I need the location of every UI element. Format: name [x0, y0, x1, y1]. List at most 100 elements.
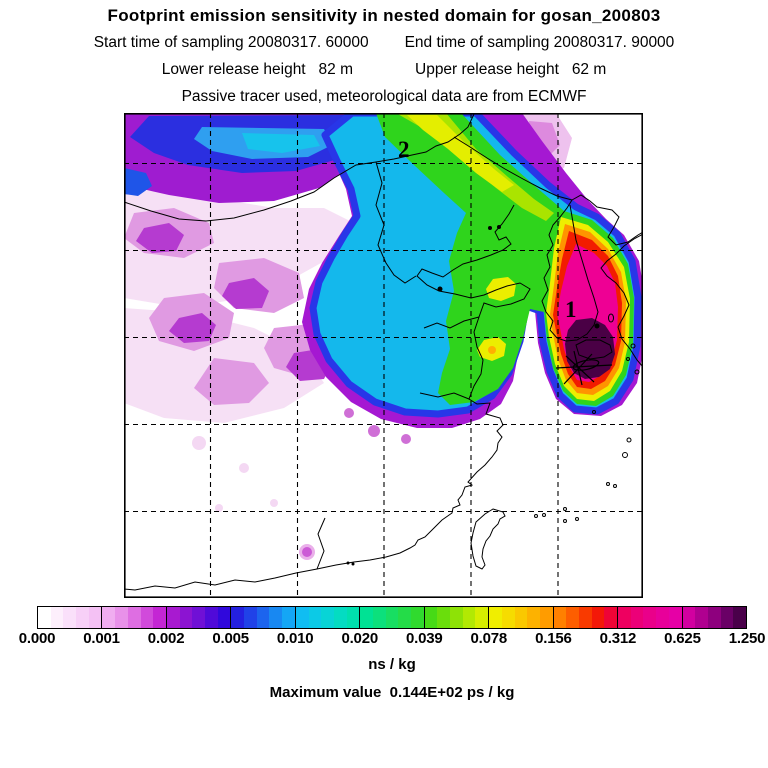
tsushima-island — [608, 313, 614, 323]
map-frame — [124, 113, 644, 598]
coast-taiwan — [470, 508, 506, 570]
footprint-map: 2 1 — [123, 109, 645, 598]
small-island — [542, 513, 546, 517]
colorbar-tick: 0.156 — [535, 630, 572, 647]
blob-yellow-core-1 — [486, 277, 516, 301]
colorbar-cell — [38, 607, 51, 628]
city-dot — [346, 561, 350, 565]
colorbar-cell — [204, 607, 218, 628]
colorbar-cell — [733, 607, 746, 628]
colorbar-cell — [437, 607, 451, 628]
area-label-2: 2 — [398, 137, 410, 162]
colorbar-segment — [488, 607, 553, 628]
colorbar-cell — [217, 607, 231, 628]
graticule-layer — [124, 113, 643, 598]
small-island — [613, 484, 617, 488]
colorbar — [37, 606, 747, 629]
lower-release-text: Lower release height 82 m — [161, 61, 353, 78]
colorbar-cell — [720, 607, 734, 628]
border-shandong-inland — [423, 316, 480, 329]
coast-russia-branch — [453, 136, 573, 201]
colorbar-tick: 0.001 — [83, 630, 120, 647]
noise-field-layer — [124, 113, 572, 560]
colorbar-cell — [630, 607, 644, 628]
colorbar-tick: 0.020 — [341, 630, 378, 647]
colorbar-tick: 0.078 — [470, 630, 508, 647]
sampling-times-line: Start time of sampling 20080317. 60000 E… — [0, 34, 768, 52]
colorbar-tick: 0.000 — [18, 630, 56, 647]
colorbar-cell — [553, 607, 567, 628]
small-island — [575, 517, 579, 521]
coast-korea — [541, 199, 599, 342]
colorbar-cell — [566, 607, 579, 628]
coast-jeju-island — [575, 339, 613, 360]
small-island — [622, 452, 628, 458]
colorbar-segment — [681, 607, 746, 628]
colorbar-cell — [372, 607, 386, 628]
colorbar-cell — [88, 607, 102, 628]
area-label-1: 1 — [565, 297, 577, 322]
colorbar-cell — [385, 607, 399, 628]
small-island — [563, 519, 567, 523]
colorbar-cell — [462, 607, 476, 628]
colorbar-tick: 0.312 — [599, 630, 637, 647]
colorbar-cell — [127, 607, 141, 628]
colorbar-cell — [411, 607, 424, 628]
city-dot — [351, 562, 355, 566]
small-island — [626, 357, 630, 361]
colorbar-cell — [308, 607, 322, 628]
sampling-start-text: Start time of sampling 20080317. 60000 — [93, 34, 369, 51]
colorbar-cell — [643, 607, 657, 628]
colorbar-cell — [231, 607, 245, 628]
small-island — [534, 514, 538, 518]
maximum-value-label: Maximum value 0.144E+02 ps / kg — [269, 684, 515, 701]
colorbar-cell — [604, 607, 618, 628]
upper-release-text: Upper release height 62 m — [415, 61, 607, 78]
colorbar-cell — [50, 607, 64, 628]
city-dot — [497, 225, 501, 229]
colorbar-segment — [294, 607, 360, 628]
city-dot — [594, 323, 600, 329]
city-dot — [488, 226, 492, 230]
colorbar-tick-labels: 0.000 0.001 0.002 0.005 0.010 0.020 0.039 0.078… — [19, 630, 766, 647]
city-dot — [437, 286, 443, 292]
colorbar-cell — [591, 607, 605, 628]
source-star-icon — [555, 350, 613, 386]
colorbar-cell — [656, 607, 669, 628]
small-island — [626, 437, 632, 443]
coast-bohai-yellow-sea — [123, 204, 531, 591]
colorbar-cell — [450, 607, 463, 628]
colorbar-cell — [269, 607, 283, 628]
colorbar-cell — [579, 607, 592, 628]
colorbar-cell — [321, 607, 334, 628]
colorbar-cell — [424, 607, 438, 628]
city-dots-layer — [346, 225, 600, 566]
colorbar-cell — [244, 607, 257, 628]
colorbar-cell — [333, 607, 347, 628]
colorbar-cell — [668, 607, 682, 628]
colorbar-cell — [475, 607, 489, 628]
colorbar-unit-label: ns / kg — [368, 656, 416, 673]
colorbar-cell — [153, 607, 166, 628]
colorbar-segment — [423, 607, 489, 628]
colorbar-segment — [38, 607, 102, 628]
colorbar-cell — [527, 607, 540, 628]
colorbar-tick: 1.250 — [728, 630, 766, 647]
colorbar-cell — [618, 607, 631, 628]
colorbar-segment — [359, 607, 424, 628]
tracer-info-line: Passive tracer used, meteorological data… — [181, 88, 587, 105]
small-island — [630, 343, 636, 349]
small-island — [606, 482, 610, 486]
colorbar-cell — [695, 607, 708, 628]
colorbar-tick: 0.010 — [276, 630, 314, 647]
small-island — [592, 410, 596, 414]
colorbar-cell — [282, 607, 295, 628]
colorbar-tick: 0.002 — [147, 630, 185, 647]
colorbar-segment — [165, 607, 231, 628]
colorbar-cell — [514, 607, 528, 628]
colorbar-cell — [346, 607, 360, 628]
colorbar-cell — [140, 607, 154, 628]
colorbar-tick: 0.005 — [212, 630, 249, 647]
colorbar-cell — [707, 607, 721, 628]
colorbar-segment — [552, 607, 618, 628]
